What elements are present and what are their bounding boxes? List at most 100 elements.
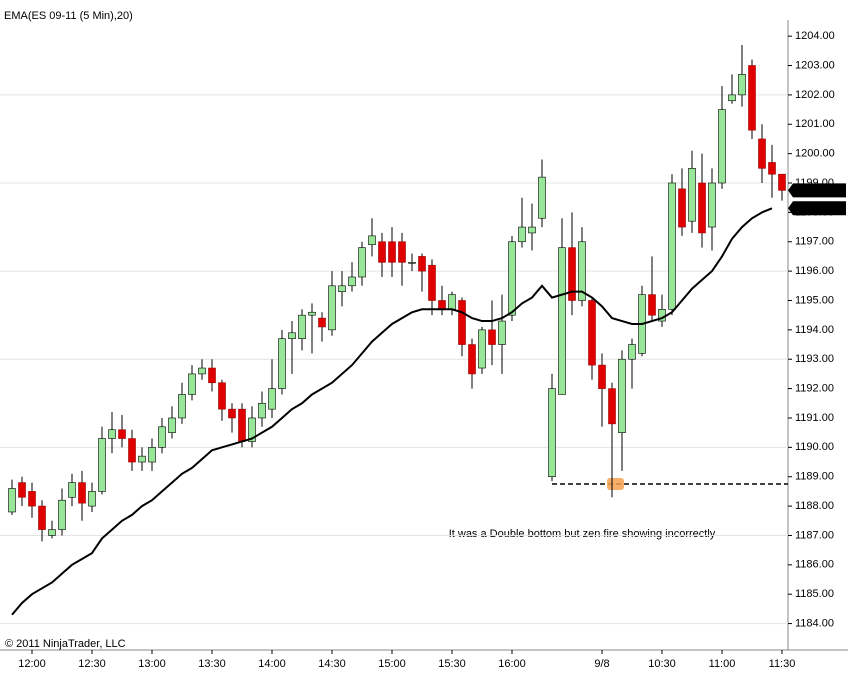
x-tick-label: 12:30 — [78, 658, 106, 670]
y-tick-label: 1186.00 — [795, 559, 834, 571]
candle-body — [78, 482, 86, 504]
y-tick-label: 1196.00 — [795, 265, 834, 277]
candle-body — [458, 300, 466, 345]
y-tick-label: 1203.00 — [795, 59, 835, 71]
x-tick-label: 10:30 — [648, 658, 676, 670]
candle-body — [88, 491, 96, 507]
candle-body — [628, 344, 636, 360]
x-tick-label: 9/8 — [594, 658, 609, 670]
x-tick-label: 13:00 — [138, 658, 166, 670]
candle-body — [468, 344, 476, 375]
candle-body — [598, 364, 606, 389]
y-tick-label: 1197.00 — [795, 236, 834, 248]
price-marker — [788, 201, 846, 216]
candle-body — [48, 529, 56, 536]
candle-body — [678, 188, 686, 228]
candle-body — [538, 176, 546, 219]
candle-body — [558, 247, 566, 395]
candle-body — [548, 388, 556, 478]
candle-body — [148, 447, 156, 463]
x-tick-label: 15:30 — [438, 658, 466, 670]
candle-body — [298, 314, 306, 339]
y-tick-label: 1195.00 — [795, 294, 834, 306]
x-tick-label: 11:00 — [709, 658, 736, 670]
candle-body — [188, 373, 196, 395]
price-marker — [788, 183, 846, 198]
candle-body — [278, 338, 286, 389]
candle-body — [58, 499, 66, 530]
candle-body — [748, 65, 756, 131]
candle-body — [728, 94, 736, 102]
candle-body — [778, 173, 786, 191]
candle-body — [198, 367, 206, 375]
y-tick-label: 1184.00 — [795, 617, 834, 629]
candle-body — [208, 367, 216, 384]
x-tick-label: 14:30 — [318, 658, 346, 670]
candle-body — [18, 482, 26, 498]
candle-body — [98, 438, 106, 492]
candle-body — [648, 294, 656, 316]
candle-body — [408, 262, 416, 264]
candle-body — [618, 358, 626, 433]
x-tick-label: 11:30 — [769, 658, 796, 670]
y-tick-label: 1194.00 — [795, 324, 834, 336]
candle-body — [308, 311, 316, 316]
candle-body — [228, 408, 236, 419]
candle-body — [518, 226, 526, 243]
candle-body — [218, 382, 226, 410]
candle-body — [478, 329, 486, 369]
candle-body — [138, 455, 146, 463]
candle-body — [588, 300, 596, 366]
x-tick-label: 16:00 — [498, 658, 526, 670]
y-tick-label: 1187.00 — [795, 529, 834, 541]
y-tick-label: 1190.00 — [795, 441, 834, 453]
candle-body — [698, 182, 706, 234]
candle-body — [168, 417, 176, 433]
candle-body — [498, 320, 506, 345]
candle-body — [428, 264, 436, 301]
candle-body — [238, 408, 246, 442]
y-tick-label: 1189.00 — [795, 471, 834, 483]
candle-body — [738, 74, 746, 96]
candle-body — [388, 241, 396, 263]
y-tick-label: 1193.00 — [795, 353, 834, 365]
y-tick-label: 1192.00 — [795, 383, 834, 395]
candle-body — [258, 402, 266, 419]
candle-body — [708, 182, 716, 228]
candle-body — [378, 241, 386, 263]
candle-body — [28, 491, 36, 507]
candle-body — [418, 256, 426, 272]
x-tick-label: 13:30 — [198, 658, 226, 670]
x-tick-label: 12:00 — [18, 658, 46, 670]
candle-body — [108, 429, 116, 439]
candle-body — [38, 505, 46, 530]
copyright: © 2011 NinjaTrader, LLC — [5, 638, 126, 650]
candle-body — [488, 329, 496, 345]
y-tick-label: 1201.00 — [795, 118, 835, 130]
candle-body — [668, 182, 676, 310]
candle-body — [758, 138, 766, 169]
candle-body — [508, 241, 516, 316]
candle-body — [568, 247, 576, 301]
candle-body — [118, 429, 126, 439]
candle-body — [158, 426, 166, 448]
y-tick-label: 1202.00 — [795, 89, 835, 101]
x-tick-label: 15:00 — [378, 658, 406, 670]
y-tick-label: 1191.00 — [795, 412, 834, 424]
candle-body — [358, 247, 366, 278]
candle-body — [608, 388, 616, 425]
price-marker-label: 1198.14 — [796, 202, 835, 214]
highlight — [607, 478, 624, 491]
y-tick-label: 1200.00 — [795, 148, 835, 160]
y-tick-label: 1204.00 — [795, 30, 835, 42]
candle-body — [128, 438, 136, 463]
candle-body — [8, 488, 16, 513]
candle-body — [338, 285, 346, 292]
candle-body — [318, 317, 326, 328]
candle-body — [288, 332, 296, 339]
candle-body — [688, 168, 696, 222]
candle-body — [268, 388, 276, 410]
candle-body — [68, 482, 76, 498]
